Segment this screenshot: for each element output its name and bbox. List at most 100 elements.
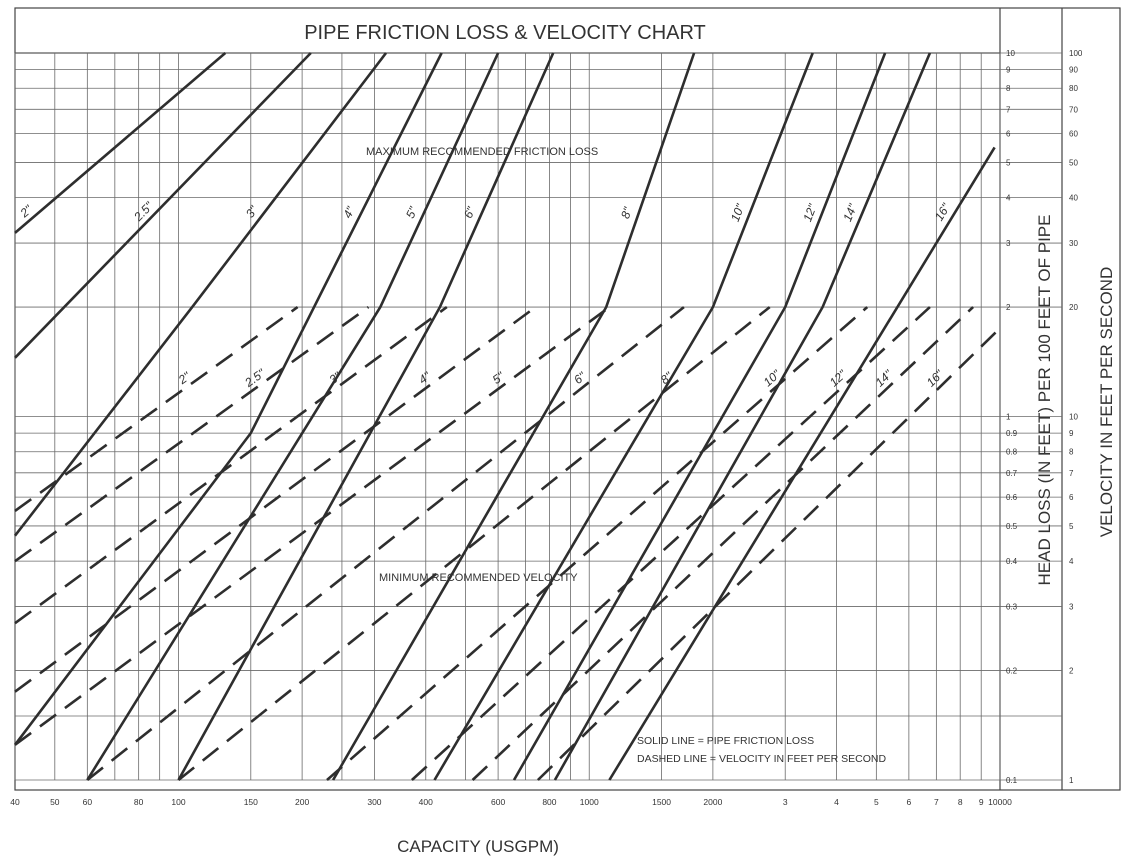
velocity-line-label: 4" <box>416 369 434 387</box>
velocity-line-label: 2" <box>175 369 193 388</box>
x-tick-label: 6 <box>907 797 912 807</box>
friction-line-label: 5" <box>403 204 421 220</box>
friction-line-label: 6" <box>461 204 479 220</box>
friction-line-label: 12" <box>800 201 820 223</box>
velocity-axis-label: VELOCITY IN FEET PER SECOND <box>1097 267 1116 538</box>
head-tick-label: 6 <box>1006 130 1011 139</box>
chart-title: PIPE FRICTION LOSS & VELOCITY CHART <box>304 22 706 44</box>
velocity-line <box>14 306 537 693</box>
head-tick-label: 8 <box>1006 84 1011 93</box>
x-tick-label: 600 <box>491 797 505 807</box>
x-tick-label: 4 <box>834 797 839 807</box>
x-tick-label: 1000 <box>580 797 599 807</box>
velocity-line <box>14 306 448 625</box>
friction-line-label: 2.5" <box>130 199 156 225</box>
annotation-min-velocity: MINIMUM RECOMMENDED VELOCITY <box>379 572 578 584</box>
friction-loss-line <box>14 52 312 359</box>
head-tick-label: 0.1 <box>1006 776 1018 785</box>
velocity-line <box>536 327 1001 781</box>
friction-line-label: 3" <box>243 203 261 221</box>
head-tick-label: 5 <box>1006 158 1011 167</box>
velocity-tick-label: 90 <box>1069 66 1078 75</box>
head-tick-label: 0.4 <box>1006 557 1018 566</box>
velocity-line <box>86 306 685 782</box>
velocity-line-label: 12" <box>827 367 850 390</box>
velocity-line <box>177 306 771 782</box>
x-tick-label: 1500 <box>652 797 671 807</box>
head-tick-label: 0.2 <box>1006 667 1018 676</box>
x-tick-label: 50 <box>50 797 60 807</box>
head-tick-label: 0.6 <box>1006 493 1018 502</box>
velocity-tick-label: 3 <box>1069 603 1074 612</box>
x-tick-label: 10000 <box>988 797 1012 807</box>
friction-loss-line <box>13 52 388 537</box>
friction-loss-line <box>13 52 443 746</box>
legend: SOLID LINE = PIPE FRICTION LOSS DASHED L… <box>637 735 886 765</box>
velocity-tick-label: 70 <box>1069 105 1078 114</box>
velocity-line-label: 16" <box>924 367 947 390</box>
friction-loss-line <box>512 52 887 781</box>
velocity-tick-label: 80 <box>1069 84 1078 93</box>
plot-frame-group <box>14 7 1121 791</box>
head-tick-label: 9 <box>1006 66 1011 75</box>
x-tick-label: 800 <box>542 797 556 807</box>
x-tick-label: 300 <box>367 797 381 807</box>
x-tick-label: 100 <box>171 797 185 807</box>
x-tick-label: 80 <box>134 797 144 807</box>
velocity-tick-label: 10 <box>1069 413 1078 422</box>
head-tick-label: 1 <box>1006 413 1011 422</box>
x-tick-label: 8 <box>958 797 963 807</box>
friction-loss-line <box>177 52 555 781</box>
velocity-tick-label: 6 <box>1069 493 1074 502</box>
annotation-max-friction: MAXIMUM RECOMMENDED FRICTION LOSS <box>366 146 598 158</box>
x-tick-label: 60 <box>83 797 93 807</box>
velocity-line <box>14 306 370 563</box>
head-axis-label: HEAD LOSS (IN FEET) PER 100 FEET OF PIPE <box>1035 215 1054 586</box>
x-tick-label: 7 <box>934 797 939 807</box>
x-tick-label: 400 <box>419 797 433 807</box>
head-tick-label: 10 <box>1006 49 1015 58</box>
velocity-tick-label: 2 <box>1069 667 1074 676</box>
grid-lines <box>14 52 1062 781</box>
velocity-tick-label: 5 <box>1069 522 1074 531</box>
velocity-tick-label: 4 <box>1069 557 1074 566</box>
friction-loss-line <box>14 52 227 234</box>
velocity-tick-label: 7 <box>1069 469 1074 478</box>
head-tick-label: 0.5 <box>1006 522 1018 531</box>
velocity-tick-label: 60 <box>1069 130 1078 139</box>
friction-line-label: 14" <box>840 201 860 223</box>
x-tick-label: 40 <box>10 797 20 807</box>
velocity-tick-label: 100 <box>1069 49 1083 58</box>
x-tick-label: 2000 <box>703 797 722 807</box>
outer-frame <box>14 7 1121 791</box>
velocity-tick-label: 1 <box>1069 776 1074 785</box>
velocity-tick-label: 50 <box>1069 158 1078 167</box>
velocity-line <box>411 306 931 781</box>
head-tick-label: 3 <box>1006 239 1011 248</box>
friction-line-label: 10" <box>728 201 748 223</box>
x-tick-label: 5 <box>874 797 879 807</box>
x-tick-label: 150 <box>244 797 258 807</box>
x-tick-label: 9 <box>979 797 984 807</box>
velocity-line <box>326 306 869 781</box>
friction-loss-line <box>608 146 996 781</box>
legend-solid: SOLID LINE = PIPE FRICTION LOSS <box>637 735 814 747</box>
velocity-line-label: 2.5" <box>241 366 268 391</box>
friction-line-label: 4" <box>340 204 358 221</box>
velocity-line <box>471 306 974 781</box>
head-tick-label: 2 <box>1006 303 1011 312</box>
tick-labels: 40 50 60 80 100 150 200 300 400 600 800 1000 1500 200… <box>10 49 1083 807</box>
friction-loss-line <box>553 52 932 781</box>
friction-loss-line <box>433 52 814 781</box>
head-tick-label: 0.7 <box>1006 469 1018 478</box>
friction-loss-line <box>331 52 696 781</box>
head-tick-label: 0.3 <box>1006 603 1018 612</box>
friction-loss-line <box>86 52 500 781</box>
velocity-tick-label: 40 <box>1069 194 1078 203</box>
head-tick-label: 0.9 <box>1006 429 1018 438</box>
head-tick-label: 0.8 <box>1006 448 1018 457</box>
x-axis-label: CAPACITY (USGPM) <box>397 837 559 856</box>
series-lines <box>13 52 1001 782</box>
series-labels: 2" 2.5" 3" 4" 5" 6" 8" 10" 12" 14" 16"2" 2.5" 3" 4" 5"… <box>17 199 954 391</box>
